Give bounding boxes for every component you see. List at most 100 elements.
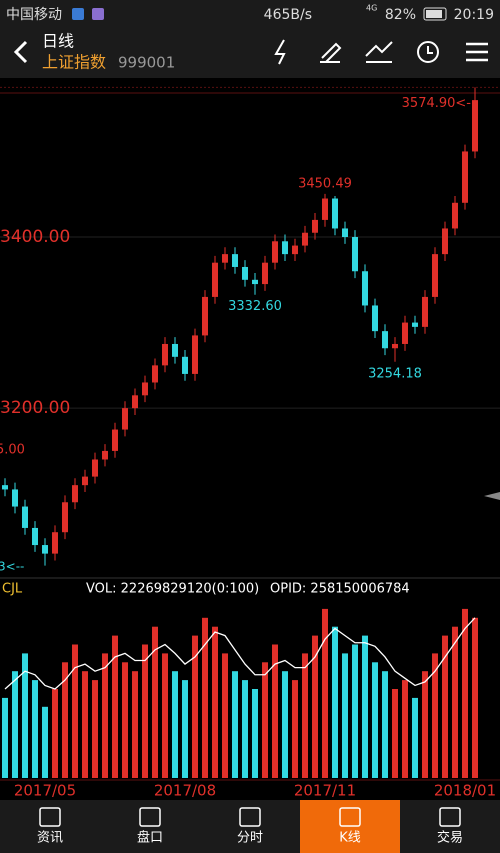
menu-button[interactable] bbox=[466, 42, 488, 62]
volume-name: CJL bbox=[2, 582, 23, 597]
volume-bar bbox=[112, 635, 118, 778]
volume-bar bbox=[312, 635, 318, 778]
tab-icon[interactable] bbox=[339, 807, 361, 827]
volume-bar bbox=[262, 662, 268, 778]
net-speed: 465B/s bbox=[264, 7, 312, 23]
volume-bar bbox=[172, 671, 178, 778]
vol-label: VOL: 22269829120(0:100) bbox=[86, 582, 259, 597]
tab-label[interactable]: K线 bbox=[339, 831, 361, 846]
tab-label[interactable]: 交易 bbox=[437, 830, 463, 846]
flash-button[interactable] bbox=[274, 39, 286, 65]
history-button[interactable] bbox=[417, 41, 439, 63]
candle-body bbox=[172, 343, 178, 357]
volume-bar bbox=[152, 626, 158, 778]
tab-icon[interactable] bbox=[139, 807, 161, 827]
candle-body bbox=[92, 459, 98, 477]
x-tick-label: 2018/01 bbox=[434, 782, 496, 800]
drawer-handle[interactable] bbox=[484, 492, 500, 500]
candle-body bbox=[202, 296, 208, 336]
volume-bar bbox=[92, 680, 98, 778]
candle-body bbox=[62, 502, 68, 533]
tab-icon[interactable] bbox=[239, 807, 261, 827]
volume-bar bbox=[212, 626, 218, 778]
candle-body bbox=[132, 395, 138, 409]
volume-bar bbox=[412, 697, 418, 778]
volume-bar bbox=[432, 653, 438, 778]
volume-bar bbox=[322, 608, 328, 778]
volume-bar bbox=[462, 608, 468, 778]
x-tick-label: 2017/08 bbox=[154, 782, 216, 800]
volume-bar bbox=[72, 644, 78, 778]
volume-bar bbox=[122, 662, 128, 778]
volume-bar bbox=[192, 635, 198, 778]
candle-body bbox=[252, 279, 258, 285]
volume-bar bbox=[282, 671, 288, 778]
carrier: 中国移动 bbox=[6, 7, 62, 23]
volume-bar bbox=[242, 680, 248, 778]
volume-bar bbox=[182, 680, 188, 778]
y-tick-label: 3200.00 bbox=[0, 398, 70, 418]
icon bbox=[92, 8, 104, 20]
back-button[interactable] bbox=[13, 40, 28, 64]
icon bbox=[427, 46, 433, 54]
tab-icon[interactable] bbox=[39, 807, 61, 827]
stock-name: 上证指数 bbox=[42, 53, 106, 72]
tab-label[interactable]: 资讯 bbox=[37, 831, 63, 846]
candle-body bbox=[232, 254, 238, 267]
volume-bar bbox=[42, 706, 48, 778]
price-label: 5.00 bbox=[0, 443, 25, 458]
volume-bar bbox=[132, 671, 138, 778]
tab-icon[interactable] bbox=[439, 807, 461, 827]
candle-body bbox=[362, 271, 368, 306]
x-tick-label: 2017/11 bbox=[294, 782, 356, 800]
candle-body bbox=[472, 100, 478, 152]
candle-body bbox=[332, 198, 338, 229]
candle-body bbox=[122, 408, 128, 430]
network: 4G bbox=[366, 4, 377, 13]
candle-body bbox=[282, 241, 288, 255]
candle-body bbox=[322, 198, 328, 220]
battery: 82% bbox=[385, 7, 416, 23]
candle-body bbox=[412, 322, 418, 327]
candle-body bbox=[2, 485, 8, 490]
price-annotation: 3332.60 bbox=[228, 299, 282, 314]
battery-icon bbox=[423, 7, 447, 21]
x-tick-label: 2017/05 bbox=[14, 782, 76, 800]
volume-bar bbox=[22, 653, 28, 778]
tab-label[interactable]: 盘口 bbox=[137, 830, 163, 846]
volume-bar bbox=[332, 626, 338, 778]
candle-body bbox=[112, 429, 118, 451]
price-annotation: 3254.18 bbox=[368, 366, 422, 381]
header bbox=[0, 30, 500, 78]
candle-body bbox=[212, 262, 218, 297]
candle-body bbox=[12, 489, 18, 507]
indicator-button[interactable] bbox=[365, 41, 393, 63]
tab-label[interactable]: 分时 bbox=[237, 831, 263, 846]
volume-bar bbox=[472, 617, 478, 778]
opid-label: OPID: 258150006784 bbox=[270, 582, 410, 597]
candle-body bbox=[242, 266, 248, 280]
candle-body bbox=[422, 296, 428, 327]
volume-bar bbox=[402, 680, 408, 778]
volume-bar bbox=[142, 644, 148, 778]
volume-bar bbox=[162, 653, 168, 778]
candle-body bbox=[432, 254, 438, 297]
volume-bar bbox=[422, 671, 428, 778]
candle-body bbox=[222, 254, 228, 263]
draw-button[interactable] bbox=[320, 42, 342, 63]
candle-body bbox=[462, 151, 468, 203]
volume-bar bbox=[442, 635, 448, 778]
candle-body bbox=[52, 532, 58, 554]
volume-bar bbox=[102, 653, 108, 778]
volume-ma-line bbox=[4, 617, 476, 690]
volume-bar bbox=[302, 653, 308, 778]
candle-body bbox=[192, 335, 198, 374]
icon bbox=[72, 8, 84, 20]
candle-body bbox=[182, 356, 188, 374]
volume-bar bbox=[52, 689, 58, 778]
volume-bar bbox=[232, 671, 238, 778]
volume-bar bbox=[62, 662, 68, 778]
candle-body bbox=[352, 237, 358, 272]
